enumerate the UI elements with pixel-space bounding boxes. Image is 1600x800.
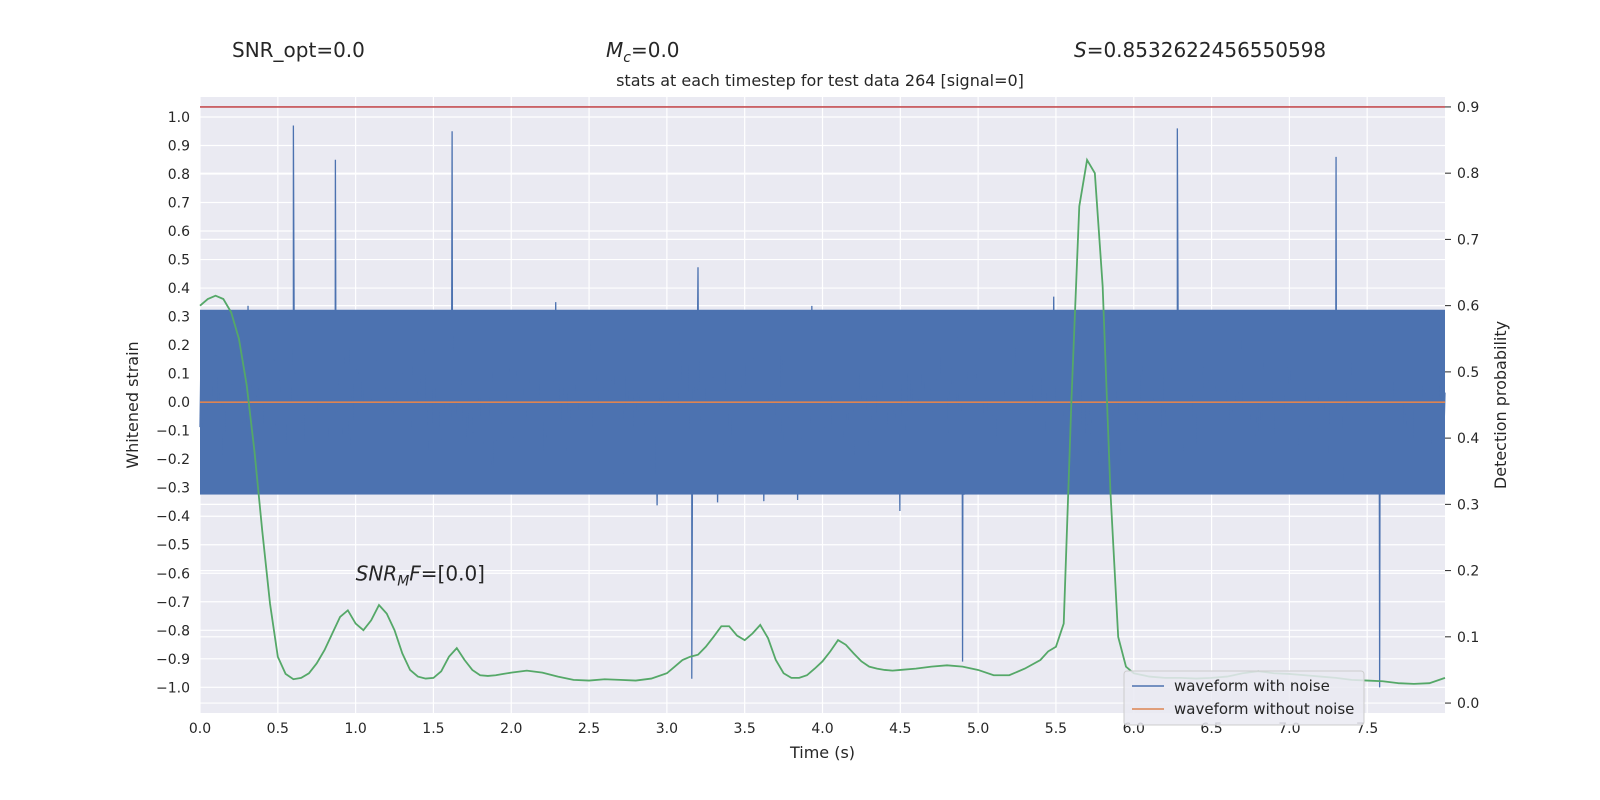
legend-box	[1123, 670, 1365, 726]
x-tick-label: 3.5	[734, 721, 756, 737]
x-tick-label: 0.0	[189, 721, 211, 737]
y2-tick-label: 0.0	[1457, 696, 1479, 712]
y-tick-label: −0.2	[156, 452, 190, 468]
x-axis-ticks: 0.0 0.5 1.0 1.5 2.0 2.5 3.0 3.5 4.0 4.5 5.0 5.5 6.0 6…	[189, 721, 1378, 737]
snr-mf-value: =[0.0]	[421, 561, 485, 585]
y2-tick-label: 0.8	[1457, 166, 1479, 182]
y-tick-label: −0.4	[156, 509, 190, 525]
legend: waveform with noise waveform without noi…	[1123, 670, 1365, 726]
x-tick-label: 2.5	[578, 721, 600, 737]
y2-tick-label: 0.4	[1457, 431, 1479, 447]
y-tick-label: 0.6	[168, 224, 190, 240]
y-tick-label: 0.7	[168, 196, 190, 212]
y-tick-label: 0.4	[168, 281, 190, 297]
chirp-mass-subscript: c	[623, 50, 631, 66]
y-tick-label: −0.3	[156, 481, 190, 497]
chart-title: stats at each timestep for test data 264…	[616, 71, 1024, 90]
chirp-mass-label: Mc=0.0	[606, 38, 680, 66]
x-tick-label: 5.5	[1045, 721, 1067, 737]
y-tick-label: −0.8	[156, 623, 190, 639]
y2-tick-label: 0.3	[1457, 497, 1479, 513]
snr-mf-symbol: SNR	[356, 561, 398, 585]
y-tick-label: 0.8	[168, 167, 190, 183]
chirp-mass-value: =0.0	[630, 38, 680, 62]
x-tick-label: 2.0	[500, 721, 522, 737]
y-tick-label: 0.9	[168, 138, 190, 154]
noise-trace	[199, 125, 1446, 688]
snr-opt-label: SNR_opt=0.0	[232, 38, 365, 62]
y-axis-ticks: 1.0 0.9 0.8 0.7 0.6 0.5 0.4 0.3 0.2 0.1 0.0 −0.1 −0.…	[156, 110, 190, 696]
y-tick-label: −0.9	[156, 652, 190, 668]
x-axis-label: Time (s)	[789, 743, 855, 762]
chirp-mass-symbol: M	[606, 38, 624, 62]
legend-label-noise: waveform with noise	[1174, 677, 1330, 695]
y-tick-label: 0.5	[168, 253, 190, 269]
x-tick-label: 1.0	[344, 721, 366, 737]
y-tick-label: −0.7	[156, 595, 190, 611]
y-tick-label: 0.3	[168, 310, 190, 326]
x-tick-label: 4.5	[889, 721, 911, 737]
snr-mf-annotation: SNRMF=[0.0]	[356, 561, 485, 589]
y2-tick-label: 0.1	[1457, 630, 1479, 646]
y-tick-label: 0.1	[168, 367, 190, 383]
s-statistic-label: S=0.8532622456550598	[1074, 38, 1326, 62]
s-symbol: S	[1074, 38, 1087, 62]
y-axis-label: Whitened strain	[123, 341, 142, 468]
s-value: =0.8532622456550598	[1086, 38, 1327, 62]
y-tick-label: −1.0	[156, 680, 190, 696]
y-tick-label: −0.5	[156, 538, 190, 554]
legend-label-clean: waveform without noise	[1174, 700, 1354, 718]
y-tick-label: 0.0	[168, 395, 190, 411]
x-tick-label: 1.5	[422, 721, 444, 737]
y2-tick-label: 0.7	[1457, 232, 1479, 248]
y-tick-label: −0.1	[156, 424, 190, 440]
x-tick-label: 3.0	[656, 721, 678, 737]
y2-tick-label: 0.6	[1457, 299, 1479, 315]
y2-axis-ticks: 0.9 0.8 0.7 0.6 0.5 0.4 0.3 0.2 0.1 0.0	[1445, 100, 1479, 712]
y-tick-label: 1.0	[168, 110, 190, 126]
y2-tick-label: 0.5	[1457, 365, 1479, 381]
y2-tick-label: 0.9	[1457, 100, 1479, 116]
y-tick-label: −0.6	[156, 566, 190, 582]
y2-axis-label: Detection probability	[1491, 321, 1510, 489]
y2-tick-label: 0.2	[1457, 564, 1479, 580]
snr-mf-tail: F	[409, 561, 421, 585]
x-tick-label: 0.5	[267, 721, 289, 737]
y-tick-label: 0.2	[168, 338, 190, 354]
x-tick-label: 4.0	[811, 721, 833, 737]
snr-mf-subscript: M	[397, 573, 409, 589]
x-tick-label: 5.0	[967, 721, 989, 737]
